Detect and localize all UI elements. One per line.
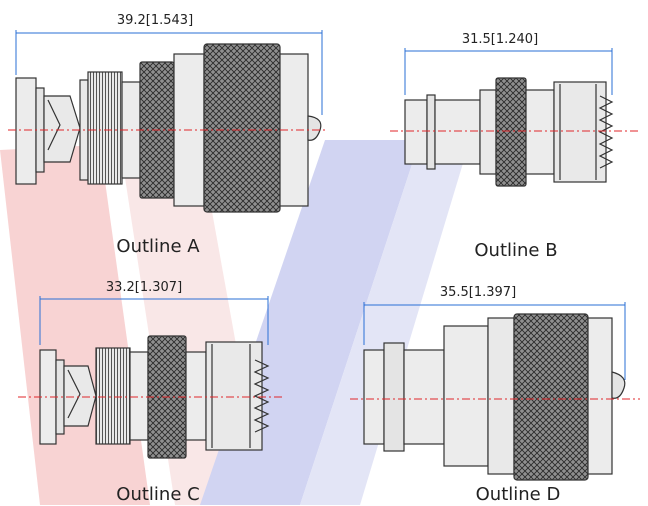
- dimension-d: 35.5[1.397]: [363, 285, 626, 380]
- dimension-a: 39.2[1.543]: [15, 13, 323, 115]
- outline-label-b: Outline B: [474, 240, 557, 261]
- dimension-label-d: 35.5[1.397]: [440, 285, 516, 300]
- connector-d: [363, 313, 626, 481]
- outline-a: 39.2[1.543] Outline A: [8, 13, 328, 257]
- dimension-c: 33.2[1.307]: [39, 280, 269, 345]
- connector-b: [404, 77, 614, 187]
- outline-label-d: Outline D: [476, 484, 561, 505]
- outline-label-a: Outline A: [116, 236, 200, 257]
- outline-label-c: Outline C: [116, 484, 199, 505]
- dimension-label-c: 33.2[1.307]: [106, 280, 182, 295]
- outline-b: 31.5[1.240] Outline B: [390, 32, 638, 261]
- dimension-b: 31.5[1.240]: [404, 32, 613, 95]
- outline-d: 35.5[1.397] Outline D: [350, 285, 640, 505]
- dimension-label-b: 31.5[1.240]: [462, 32, 538, 47]
- outline-c: 33.2[1.307] Outline C: [18, 280, 282, 505]
- dimension-label-a: 39.2[1.543]: [117, 13, 193, 28]
